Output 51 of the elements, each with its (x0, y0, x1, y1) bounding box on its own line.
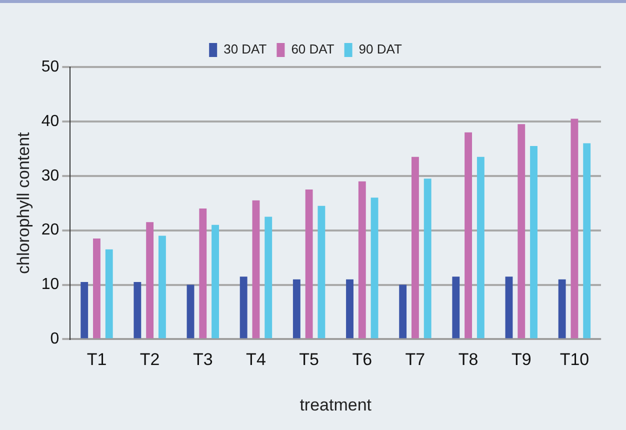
x-tick-label: T6 (352, 350, 372, 370)
bar (476, 156, 484, 338)
bar (186, 284, 194, 338)
y-tick-label: 40 (41, 112, 60, 130)
x-tick-label: T4 (246, 350, 266, 370)
bar (212, 224, 219, 338)
legend-label: 60 DAT (291, 42, 334, 57)
y-axis-title: chlorophyll content (14, 132, 33, 274)
legend-label: 30 DAT (224, 42, 267, 57)
bar (199, 208, 207, 338)
bar (292, 279, 300, 338)
bar (158, 236, 166, 338)
x-tick-label: T2 (140, 350, 160, 370)
bar (318, 206, 326, 338)
y-tick-label: 20 (41, 222, 60, 239)
y-tick-label: 50 (41, 58, 60, 76)
y-tick-label: 30 (41, 167, 60, 184)
x-tick-label: T8 (458, 350, 478, 370)
bar (464, 132, 472, 338)
bar (240, 276, 248, 338)
bar (305, 189, 313, 338)
x-tick-label: T1 (86, 350, 107, 370)
bar (80, 282, 88, 338)
bar (105, 249, 113, 338)
y-tick-label: 10 (41, 276, 60, 294)
bar (530, 146, 538, 338)
bar (358, 181, 366, 338)
bar (252, 200, 260, 338)
bar (264, 216, 272, 338)
x-axis-title: treatment (300, 395, 372, 414)
x-tick-label: T3 (192, 350, 213, 370)
bar (93, 238, 100, 338)
bar (346, 279, 354, 338)
bar (570, 118, 578, 338)
x-tick-label: T5 (299, 350, 319, 370)
bar (412, 156, 419, 338)
bar (424, 178, 432, 338)
bar (518, 124, 526, 338)
bar (505, 276, 513, 338)
bar (558, 279, 566, 338)
x-tick-label: T9 (511, 350, 532, 370)
bar (399, 284, 407, 338)
bar (370, 198, 378, 338)
y-tick-label: 0 (50, 330, 60, 348)
bar (134, 282, 142, 338)
x-tick-label: T7 (405, 350, 426, 370)
bar (583, 143, 591, 338)
legend-label: 90 DAT (358, 42, 402, 57)
x-tick-label: T10 (560, 350, 590, 370)
bar (146, 222, 154, 338)
bar (452, 276, 460, 338)
